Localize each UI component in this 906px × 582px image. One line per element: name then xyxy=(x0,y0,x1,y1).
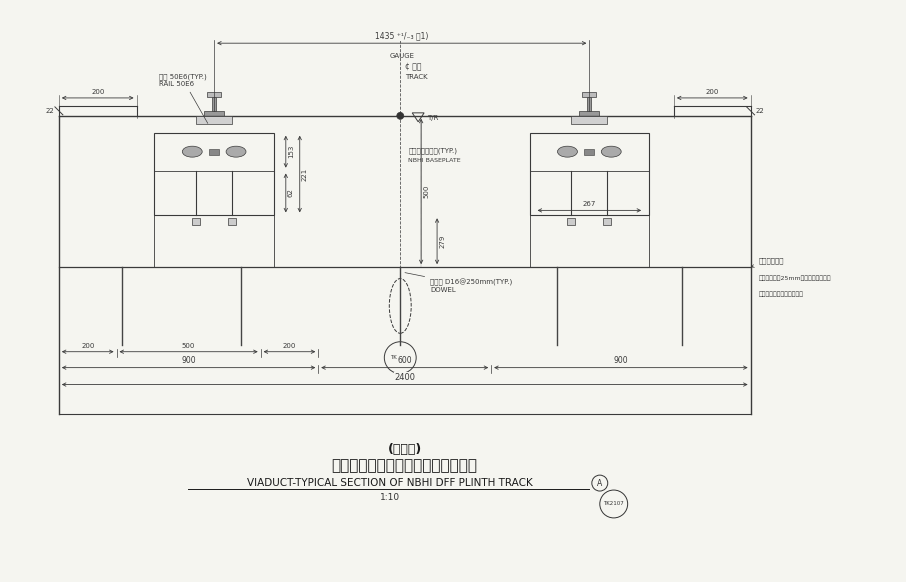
Text: 軌道基座預喐25mm凹槽（土建銜面）: 軌道基座預喐25mm凹槽（土建銜面） xyxy=(758,275,831,281)
Bar xyxy=(197,116,232,124)
Ellipse shape xyxy=(182,146,202,157)
Text: 279: 279 xyxy=(439,235,445,248)
Bar xyxy=(204,111,224,116)
Bar xyxy=(207,92,221,97)
Bar xyxy=(580,111,599,116)
Text: 複合金 D16@250mm(TYP.)
DOWEL: 複合金 D16@250mm(TYP.) DOWEL xyxy=(405,272,513,293)
Text: 500: 500 xyxy=(182,343,196,349)
Bar xyxy=(583,92,596,97)
Text: 267: 267 xyxy=(583,201,596,207)
Text: (直線段): (直線段) xyxy=(388,443,422,456)
Text: 1435 ⁺¹/₋₃ 軌1): 1435 ⁺¹/₋₃ 軌1) xyxy=(375,31,429,40)
Text: 適軌 50E6(TYP.)
RAIL 50E6: 適軌 50E6(TYP.) RAIL 50E6 xyxy=(159,73,207,123)
Bar xyxy=(572,116,607,124)
Text: 2400: 2400 xyxy=(394,372,415,382)
Text: NBHI BASEPLATE: NBHI BASEPLATE xyxy=(409,158,461,163)
Text: 900: 900 xyxy=(181,356,196,365)
Text: 62: 62 xyxy=(288,189,294,197)
Text: 200: 200 xyxy=(283,343,296,349)
Text: TRACK: TRACK xyxy=(405,74,428,80)
Ellipse shape xyxy=(602,146,622,157)
Circle shape xyxy=(397,112,404,119)
Text: A: A xyxy=(597,478,602,488)
Bar xyxy=(228,218,236,225)
Bar xyxy=(567,218,575,225)
Text: 22: 22 xyxy=(756,108,765,114)
Text: VIADUCT-TYPICAL SECTION OF NBHI DFF PLINTH TRACK: VIADUCT-TYPICAL SECTION OF NBHI DFF PLIN… xyxy=(247,478,533,488)
Text: 高隔振彈性基板(TYP.): 高隔振彈性基板(TYP.) xyxy=(409,147,458,154)
Bar xyxy=(587,97,592,111)
Text: 221: 221 xyxy=(302,168,308,180)
Text: 高架段高隔振基座式軌道標準剖面圖: 高架段高隔振基座式軌道標準剖面圖 xyxy=(332,457,477,473)
Text: 1:10: 1:10 xyxy=(380,492,400,502)
Text: 200: 200 xyxy=(91,89,104,95)
Text: 22: 22 xyxy=(45,108,54,114)
Ellipse shape xyxy=(226,146,246,157)
Text: 600: 600 xyxy=(398,356,412,365)
Bar xyxy=(209,148,219,155)
Bar xyxy=(584,148,594,155)
Bar xyxy=(192,218,200,225)
Text: GAUGE: GAUGE xyxy=(390,53,414,59)
Bar xyxy=(212,97,217,111)
Bar xyxy=(154,133,274,215)
Text: 900: 900 xyxy=(613,356,628,365)
Text: 500: 500 xyxy=(423,185,429,198)
Text: 200: 200 xyxy=(706,89,719,95)
Text: 鋪面施完成面: 鋪面施完成面 xyxy=(751,257,784,267)
Text: TK2047: TK2047 xyxy=(390,355,410,360)
Text: 153: 153 xyxy=(288,145,294,158)
Text: ¢ 軌道: ¢ 軌道 xyxy=(405,62,421,70)
Text: 200: 200 xyxy=(81,343,94,349)
Text: 複合金預留孔（軌道銜面）: 複合金預留孔（軌道銜面） xyxy=(758,291,804,297)
Ellipse shape xyxy=(557,146,577,157)
Text: TK2107: TK2107 xyxy=(603,502,624,506)
Text: T/R: T/R xyxy=(427,115,439,121)
Bar xyxy=(530,133,649,215)
Bar xyxy=(603,218,612,225)
